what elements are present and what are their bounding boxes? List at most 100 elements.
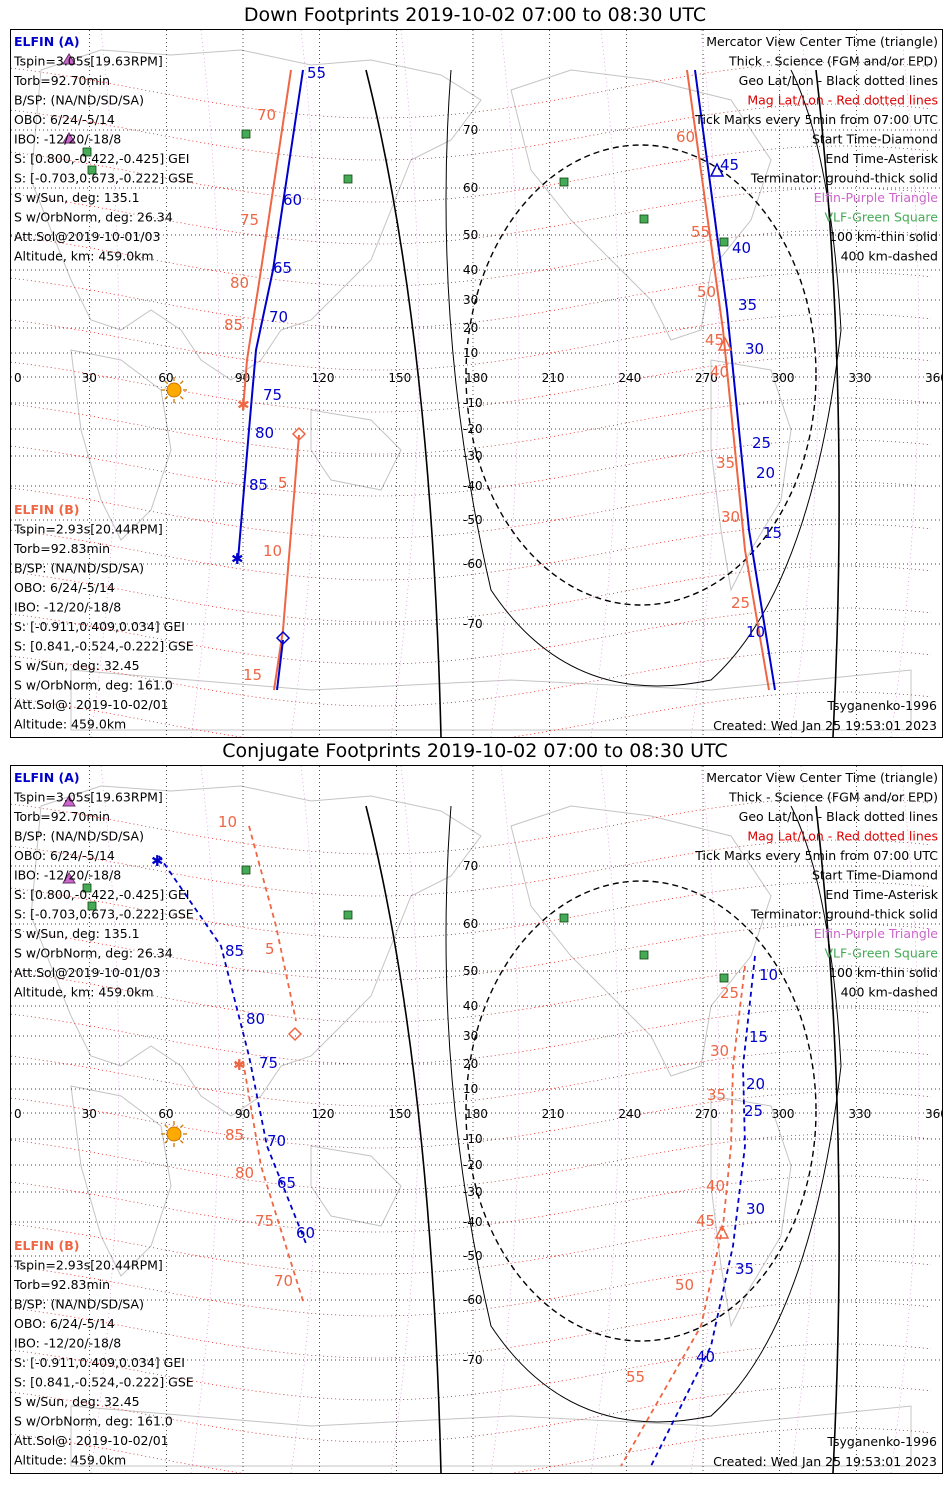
legend-line: 100 km-thin solid (829, 229, 938, 244)
elfin-b-tick-label: 85 (224, 316, 243, 334)
latitude-tick-label: -10 (463, 1132, 483, 1146)
fov-400km-line (465, 880, 817, 1342)
elfin-a-info-line: S w/Sun, deg: 135.1 (14, 926, 140, 941)
elfin-b-tick-label: 10 (263, 542, 282, 560)
vlf-square-marker (82, 883, 92, 893)
legend-line: Mercator View Center Time (triangle) (706, 34, 938, 49)
elfin-a-info-line: Att.Sol@2019-10-01/03 (14, 229, 160, 244)
landmass-outline (30, 785, 482, 1117)
longitude-tick-label: 0 (14, 1107, 22, 1121)
elfin-a-track (276, 639, 284, 691)
elfin-a-track (237, 69, 304, 561)
elfin-a-tick-label: 70 (267, 1132, 286, 1150)
latitude-tick-label: -40 (463, 1215, 483, 1229)
elfin-a-info-line: OBO: 6/24/-5/14 (14, 112, 115, 127)
latitude-tick-label: 70 (463, 123, 478, 137)
latitude-tick-label: 50 (463, 964, 478, 978)
terminator-line (365, 69, 442, 737)
legend-line: VLF-Green Square (824, 210, 938, 225)
elfin-a-tick-label: 80 (255, 424, 274, 442)
end-time-asterisk: ✱ (233, 1056, 246, 1074)
elfin-b-info-line: Torb=92.83min (13, 1277, 110, 1292)
elfin-b-info-line: ELFIN (B) (14, 502, 79, 517)
elfin-a-tick-label: 75 (263, 386, 282, 404)
landmass-outline (30, 49, 482, 381)
mag-longitude-line (90, 766, 120, 1473)
mag-latitude-line (11, 1217, 932, 1275)
mag-latitude-line (11, 397, 932, 455)
vlf-square-marker (559, 913, 569, 923)
landmass-outline (710, 1095, 792, 1328)
elfin-b-2-tick-label: 50 (675, 1276, 694, 1294)
mag-latitude-line (11, 1091, 932, 1149)
mag-longitude-line (890, 30, 920, 737)
mag-longitude-line (690, 766, 720, 1473)
mag-latitude-line (11, 839, 932, 897)
elfin-a-info-line: S: [-0.703,0.673,-0.222] GSE (14, 171, 194, 186)
elfin-b-info-line: Altitude: 459.0km (14, 717, 126, 732)
elfin-b-info-line: S: [0.841,-0.524,-0.222] GSE (14, 639, 194, 654)
elfin-b-2-tick-label: 35 (707, 1086, 726, 1104)
elfin-b-track-2 (620, 965, 746, 1467)
vlf-square-marker (87, 165, 97, 175)
start-time-diamond (275, 630, 291, 646)
elfin-a-2-tick-label: 35 (738, 296, 757, 314)
sun-ray (164, 380, 169, 385)
elfin-a-tick-label: 65 (277, 1174, 296, 1192)
elfin-a-info-line: S w/OrbNorm, deg: 26.34 (14, 210, 173, 225)
mag-longitude-line (290, 766, 320, 1473)
elfin-b-2-tick-label: 40 (706, 1177, 725, 1195)
elfin-a-tick-label: 65 (273, 259, 292, 277)
legend-line: Geo Lat/Lon - Black dotted lines (739, 73, 938, 88)
legend-line: Mag Lat/Lon - Red dotted lines (747, 93, 938, 108)
longitude-tick-label: 120 (312, 1107, 335, 1121)
legend-line: Elfin-Purple Triangle (814, 926, 939, 941)
elfin-a-info-line: S: [0.800,-0.422,-0.425] GEI (14, 887, 189, 902)
mag-latitude-line (11, 797, 932, 855)
sun-ray (164, 1139, 169, 1144)
elfin-a-info-line: Att.Sol@2019-10-01/03 (14, 965, 160, 980)
conjugate-map-svg: 0 30 60 90 120 150 180 210 240 270 300 330 360 70 60 50… (11, 766, 942, 1473)
legend-line: 400 km-dashed (841, 249, 938, 264)
latitude-tick-label: -20 (463, 1158, 483, 1172)
elfin-a-2-tick-label: 45 (720, 156, 739, 174)
fov-100km-line (445, 69, 842, 687)
elfin-b-tick-label: 80 (230, 274, 249, 292)
latitude-tick-label: 60 (463, 917, 478, 931)
elfin-a-tick-label: 60 (283, 191, 302, 209)
latitude-tick-label: -60 (463, 557, 483, 571)
elfin-b-info-line: Tspin=2.93s[20.44RPM] (13, 522, 163, 537)
terminator-line (365, 805, 442, 1473)
elfin-a-2-tick-label: 25 (752, 434, 771, 452)
legend-line: Elfin-Purple Triangle (814, 190, 939, 205)
down-footprints-map: 0 30 60 90 120 150 180 210 240 270 300 330 360 70 60 50… (10, 29, 943, 738)
mag-latitude-line (11, 313, 932, 371)
legend-line: Terminator: ground-thick solid (750, 907, 938, 922)
landmass-outline (310, 409, 402, 491)
elfin-triangle-marker (62, 872, 76, 884)
longitude-tick-label: 330 (848, 371, 871, 385)
elfin-b-tick-label: 10 (218, 813, 237, 831)
vlf-square-marker (87, 901, 97, 911)
elfin-a-info-line: B/SP: (NA/ND/SD/SA) (14, 93, 144, 108)
latitude-tick-label: -10 (463, 396, 483, 410)
landmass-outline (510, 69, 772, 341)
mag-latitude-line (11, 965, 932, 1023)
elfin-b-info-line: Torb=92.83min (13, 541, 110, 556)
elfin-b-2-tick-label: 25 (720, 984, 739, 1002)
elfin-a-2-tick-label: 30 (745, 340, 764, 358)
latitude-tick-label: 40 (463, 999, 478, 1013)
mag-longitude-line (690, 30, 720, 737)
elfin-b-2-tick-label: 30 (721, 508, 740, 526)
elfin-a-tick-label: 55 (307, 64, 326, 82)
elfin-b-track (273, 434, 300, 691)
elfin-a-2-tick-label: 40 (732, 239, 751, 257)
latitude-tick-label: 30 (463, 1029, 478, 1043)
legend-line: Geo Lat/Lon - Black dotted lines (739, 809, 938, 824)
elfin-a-track-2 (650, 955, 756, 1467)
latitude-tick-label: -50 (463, 1249, 483, 1263)
mag-latitude-line (11, 481, 932, 539)
landmass-outline (70, 1405, 912, 1467)
elfin-b-info-line: S: [-0.911,0.409,0.034] GEI (14, 619, 185, 634)
start-time-diamond (291, 426, 307, 442)
